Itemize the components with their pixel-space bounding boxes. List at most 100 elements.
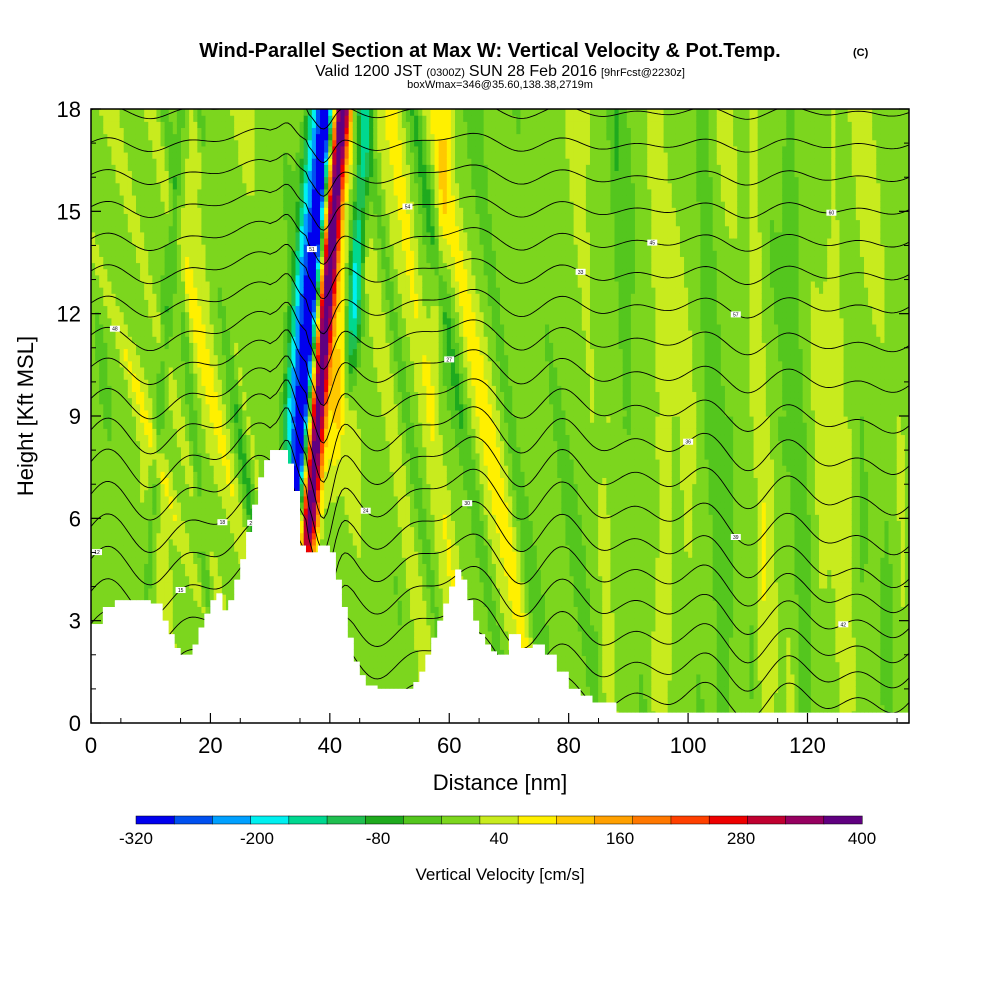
field-cell	[103, 225, 108, 233]
field-cell	[168, 188, 174, 196]
field-cell	[160, 194, 166, 202]
field-cell	[180, 471, 186, 478]
field-cell	[225, 194, 231, 202]
field-cell	[115, 465, 121, 472]
field-cell	[275, 121, 280, 129]
field-cell	[213, 409, 219, 417]
field-cell	[201, 256, 207, 264]
field-cell	[91, 145, 96, 153]
field-cell	[144, 176, 149, 184]
field-cell	[254, 145, 260, 153]
field-cell	[225, 188, 231, 196]
field-cell	[283, 391, 288, 399]
field-cell	[270, 299, 276, 307]
field-cell	[148, 287, 153, 294]
field-cell	[99, 618, 104, 626]
field-cell	[185, 188, 190, 196]
field-cell	[91, 219, 96, 227]
field-cell	[238, 471, 243, 478]
field-cell	[91, 225, 96, 233]
field-cell	[164, 422, 170, 429]
field-cell	[127, 274, 133, 282]
field-cell	[168, 115, 174, 122]
field-cell	[287, 373, 293, 380]
field-cell	[221, 348, 227, 356]
field-cell	[279, 360, 284, 368]
field-cell	[95, 379, 100, 386]
field-cell	[111, 207, 117, 214]
field-cell	[119, 489, 125, 497]
field-cell	[234, 127, 239, 135]
field-cell	[144, 422, 149, 429]
field-cell	[180, 563, 186, 571]
field-cell	[287, 434, 293, 442]
field-cell	[180, 606, 186, 614]
field-cell	[230, 207, 235, 214]
field-cell	[99, 501, 104, 509]
field-cell	[111, 317, 117, 325]
field-cell	[213, 127, 219, 135]
field-cell	[131, 520, 137, 528]
field-cell	[119, 158, 125, 165]
field-cell	[148, 293, 153, 300]
field-cell	[275, 145, 280, 153]
field-cell	[168, 397, 174, 405]
field-cell	[193, 452, 198, 460]
field-cell	[180, 397, 186, 405]
field-cell	[95, 287, 100, 294]
field-cell	[254, 477, 260, 485]
field-cell	[107, 280, 113, 288]
field-cell	[225, 121, 231, 129]
field-cell	[107, 465, 113, 472]
field-cell	[250, 109, 256, 116]
field-cell	[246, 237, 252, 245]
field-cell	[246, 219, 252, 227]
field-cell	[213, 520, 219, 528]
field-cell	[185, 311, 190, 319]
field-cell	[119, 250, 125, 257]
field-cell	[152, 330, 158, 337]
field-cell	[279, 170, 284, 178]
field-cell	[279, 379, 284, 386]
field-cell	[176, 354, 182, 362]
field-cell	[275, 422, 280, 429]
field-cell	[266, 268, 272, 276]
field-cell	[201, 379, 207, 386]
field-cell	[209, 201, 215, 208]
field-cell	[193, 280, 198, 288]
field-cell	[119, 182, 125, 190]
field-cell	[197, 563, 203, 571]
field-cell	[250, 133, 256, 141]
field-cell	[242, 514, 248, 521]
field-cell	[193, 483, 198, 491]
field-cell	[225, 526, 231, 534]
field-cell	[103, 569, 108, 577]
field-cell	[140, 231, 145, 239]
field-cell	[185, 244, 190, 251]
field-cell	[205, 213, 211, 221]
field-cell	[225, 446, 231, 454]
field-cell	[119, 557, 125, 564]
field-cell	[160, 465, 166, 472]
field-cell	[197, 526, 203, 534]
field-cell	[95, 575, 100, 583]
field-cell	[213, 581, 219, 589]
field-cell	[205, 336, 211, 343]
field-cell	[176, 452, 182, 460]
field-cell	[291, 458, 297, 466]
field-cell	[99, 293, 104, 300]
field-cell	[270, 231, 276, 239]
field-cell	[115, 158, 121, 165]
field-cell	[144, 538, 149, 546]
field-cell	[185, 158, 190, 165]
field-cell	[209, 385, 215, 393]
field-cell	[238, 219, 243, 227]
field-cell	[283, 434, 288, 442]
field-cell	[156, 201, 162, 208]
field-cell	[140, 354, 145, 362]
field-cell	[135, 440, 141, 448]
field-cell	[131, 231, 137, 239]
field-cell	[164, 434, 170, 442]
field-cell	[234, 483, 239, 491]
field-cell	[201, 434, 207, 442]
